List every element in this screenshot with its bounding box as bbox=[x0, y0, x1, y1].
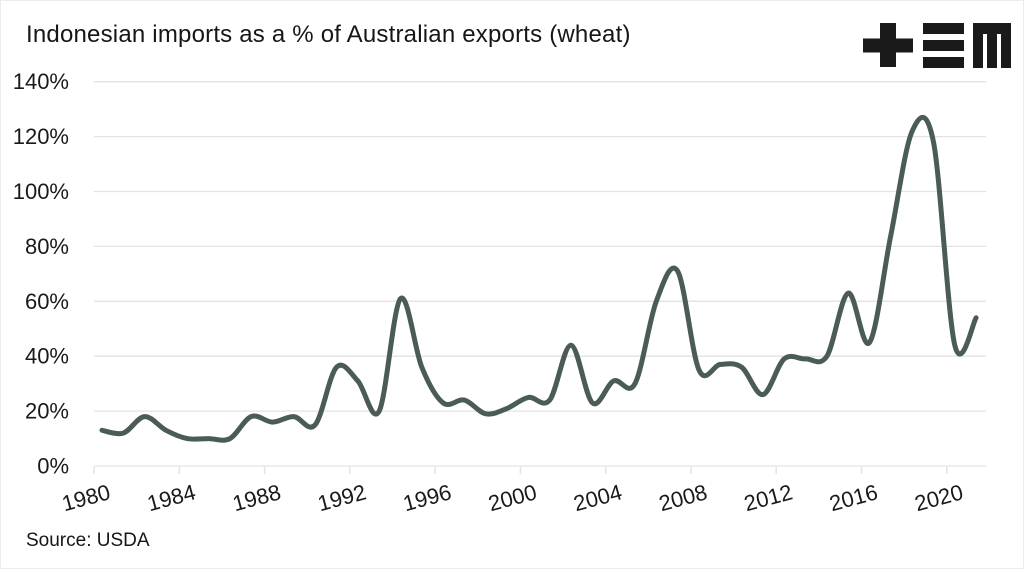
y-axis-label: 20% bbox=[25, 399, 69, 424]
source-caption: Source: USDA bbox=[26, 530, 150, 551]
chart-title: Indonesian imports as a % of Australian … bbox=[26, 21, 631, 48]
x-axis-label: 2016 bbox=[827, 479, 881, 516]
x-axis-label: 2008 bbox=[656, 479, 710, 516]
y-axis-label: 100% bbox=[13, 179, 69, 204]
data-series-line bbox=[99, 115, 979, 443]
x-axis-label: 2012 bbox=[741, 479, 795, 516]
x-axis-label: 1984 bbox=[144, 479, 198, 516]
y-axis-label: 80% bbox=[25, 234, 69, 259]
tem-logo bbox=[863, 23, 1011, 68]
y-axis-label: 120% bbox=[13, 124, 69, 149]
x-axis-label: 1988 bbox=[230, 479, 284, 516]
x-axis-label: 2004 bbox=[571, 479, 625, 516]
x-axis-label: 1980 bbox=[59, 479, 113, 516]
x-axis-label: 1992 bbox=[315, 479, 369, 516]
x-axis-label: 2000 bbox=[486, 479, 540, 516]
y-axis-label: 60% bbox=[25, 289, 69, 314]
x-axis-label: 1996 bbox=[400, 479, 454, 516]
y-axis-label: 140% bbox=[13, 69, 69, 94]
y-axis-label: 0% bbox=[37, 454, 69, 479]
x-axis-label: 2020 bbox=[912, 479, 966, 516]
y-axis-label: 40% bbox=[25, 344, 69, 369]
